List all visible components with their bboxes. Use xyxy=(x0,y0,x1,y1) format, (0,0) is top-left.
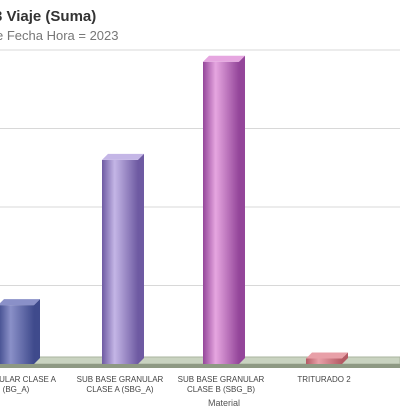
bar-side xyxy=(342,352,348,364)
category-labels: GRANULAR CLASE A(BG_A) SUB BASE GRANULARC… xyxy=(0,375,351,394)
bar xyxy=(203,55,245,365)
bar xyxy=(306,352,348,364)
bar-top xyxy=(102,153,144,160)
x-axis-title: Material xyxy=(208,398,240,408)
gridlines xyxy=(0,49,400,365)
bar-front xyxy=(0,305,34,364)
bar-side xyxy=(239,55,245,365)
bar-top xyxy=(306,352,348,359)
chart-title: 3 Viaje (Suma) xyxy=(0,8,97,25)
bar xyxy=(0,299,40,364)
floor-front xyxy=(0,364,400,368)
bar-front xyxy=(102,159,138,364)
category-label: GRANULAR CLASE A(BG_A) xyxy=(0,375,57,394)
category-label: TRITURADO 2 xyxy=(297,375,351,384)
bar-top xyxy=(0,299,40,306)
bar-side xyxy=(34,299,40,364)
bar-top xyxy=(203,55,245,62)
bar xyxy=(102,153,144,364)
bar-front xyxy=(203,61,239,365)
bars xyxy=(0,55,348,365)
bar-side xyxy=(138,153,144,364)
category-label: SUB BASE GRANULAR CLASE B (SBG_B) xyxy=(178,375,265,394)
chart-subtitle: e Fecha Hora = 2023 xyxy=(0,28,119,43)
category-label: SUB BASE GRANULAR CLASE A (SBG_A) xyxy=(77,375,164,394)
bar-front xyxy=(306,358,342,364)
